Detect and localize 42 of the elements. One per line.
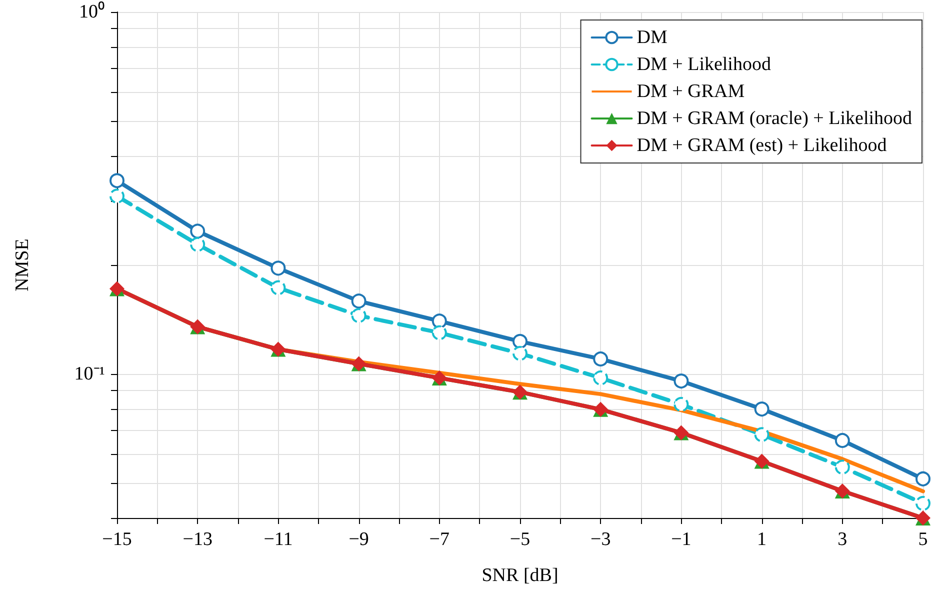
point [916, 496, 930, 511]
x-tick-label: 5 [918, 529, 928, 550]
y-tick-label: 10⁰ [79, 0, 105, 22]
x-tick-label: −5 [510, 529, 530, 550]
y-axis-title: NMSE [12, 238, 33, 292]
point [190, 224, 206, 239]
x-tick-label: −15 [102, 529, 132, 550]
point [351, 294, 366, 309]
point [674, 374, 689, 389]
point [834, 460, 850, 475]
point [270, 260, 286, 276]
x-axis-title: SNR [dB] [482, 565, 558, 586]
legend-label: DM + GRAM (est) + Likelihood [636, 135, 888, 156]
x-tick-label: −9 [348, 529, 369, 550]
point [512, 346, 528, 361]
point [754, 427, 770, 442]
point [593, 370, 608, 386]
point [916, 471, 930, 486]
point [432, 314, 447, 329]
x-tick-label: −3 [590, 529, 611, 550]
legend-label: DM + GRAM [636, 81, 745, 102]
point [110, 188, 124, 204]
point [110, 173, 124, 188]
point [593, 351, 608, 366]
point [351, 308, 366, 324]
point [432, 325, 447, 340]
x-tick-label: 1 [757, 529, 767, 550]
x-tick-label: −13 [182, 529, 212, 550]
x-tick-label: −1 [671, 529, 692, 550]
x-tick-label: −11 [264, 529, 293, 550]
point [674, 396, 689, 412]
legend-label: DM [636, 27, 668, 48]
point [270, 280, 286, 296]
point [190, 236, 206, 252]
point [754, 402, 770, 417]
y-tick-label: 10⁻¹ [74, 363, 106, 384]
legend-label: DM + GRAM (oracle) + Likelihood [636, 108, 912, 129]
legend-label: DM + Likelihood [636, 54, 772, 75]
point [834, 432, 850, 448]
x-tick-label: 3 [838, 529, 848, 550]
point [512, 334, 528, 349]
x-tick-label: −7 [429, 529, 450, 550]
